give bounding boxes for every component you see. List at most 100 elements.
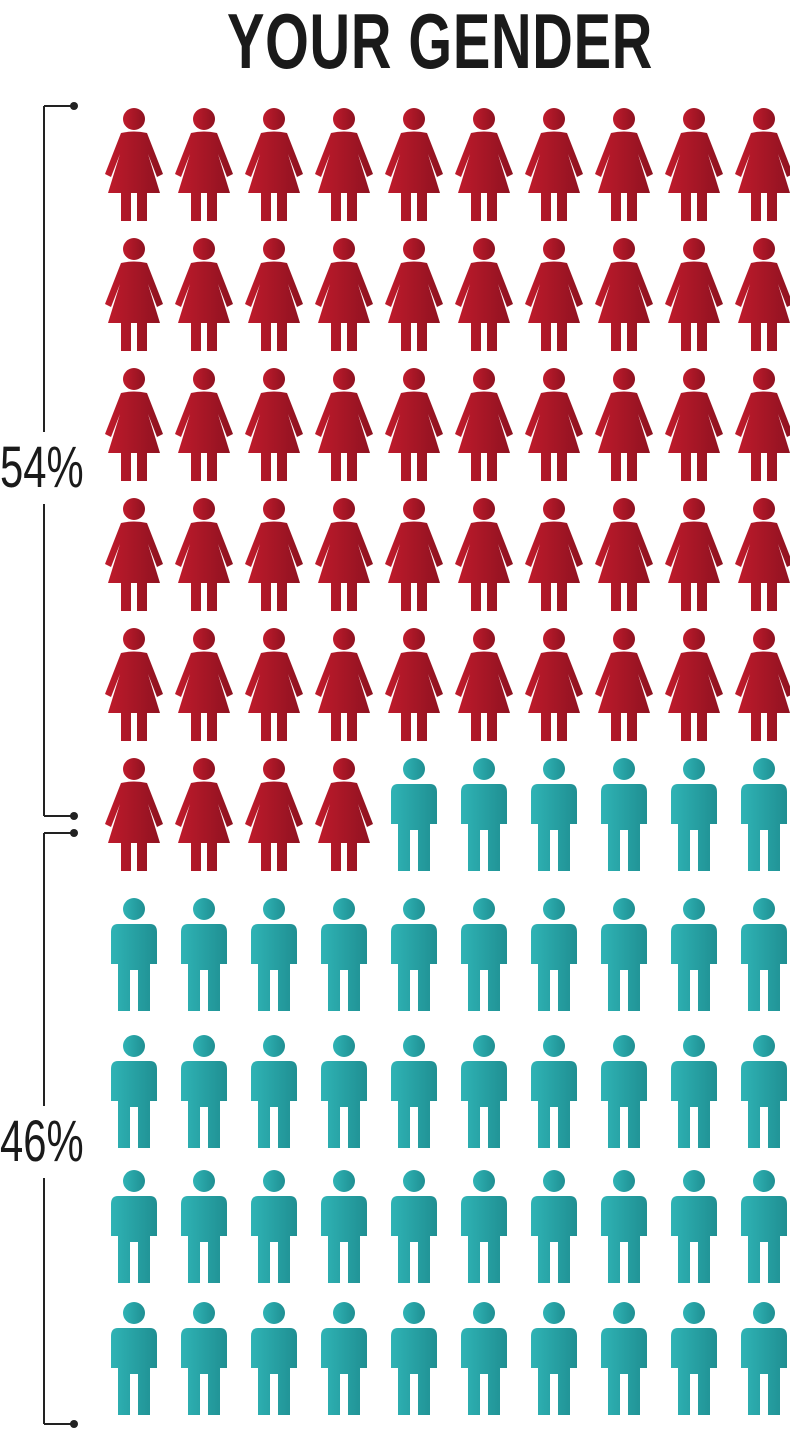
woman-icon xyxy=(385,628,443,741)
woman-icon xyxy=(315,628,373,741)
woman-icon xyxy=(105,238,163,351)
woman-icon xyxy=(455,498,513,611)
man-icon xyxy=(321,1170,367,1283)
men-percent-label: 46% xyxy=(0,1106,87,1178)
man-icon xyxy=(321,1035,367,1148)
woman-icon xyxy=(525,238,583,351)
woman-icon xyxy=(315,368,373,481)
woman-icon xyxy=(175,368,233,481)
man-icon xyxy=(251,1035,297,1148)
man-icon xyxy=(601,898,647,1011)
man-icon xyxy=(181,1302,227,1415)
woman-icon xyxy=(595,108,653,221)
man-icon xyxy=(741,758,787,871)
woman-icon xyxy=(735,108,790,221)
woman-icon xyxy=(245,628,303,741)
man-icon xyxy=(461,1302,507,1415)
woman-icon xyxy=(665,498,723,611)
woman-icon xyxy=(385,108,443,221)
man-icon xyxy=(601,1170,647,1283)
woman-icon xyxy=(455,238,513,351)
man-icon xyxy=(461,898,507,1011)
man-icon xyxy=(601,1035,647,1148)
woman-icon xyxy=(105,628,163,741)
woman-icon xyxy=(245,238,303,351)
woman-icon xyxy=(385,368,443,481)
woman-icon xyxy=(105,498,163,611)
man-icon xyxy=(251,1302,297,1415)
man-icon xyxy=(671,1035,717,1148)
man-icon xyxy=(181,1170,227,1283)
man-icon xyxy=(391,758,437,871)
man-icon xyxy=(671,898,717,1011)
man-icon xyxy=(531,1035,577,1148)
woman-icon xyxy=(665,628,723,741)
woman-icon xyxy=(105,108,163,221)
woman-icon xyxy=(665,108,723,221)
woman-icon xyxy=(175,758,233,871)
woman-icon xyxy=(595,238,653,351)
man-icon xyxy=(531,1302,577,1415)
man-icon xyxy=(531,758,577,871)
man-icon xyxy=(251,1170,297,1283)
man-icon xyxy=(741,1302,787,1415)
woman-icon xyxy=(385,238,443,351)
woman-icon xyxy=(455,628,513,741)
man-icon xyxy=(741,1170,787,1283)
woman-icon xyxy=(525,108,583,221)
man-icon xyxy=(461,758,507,871)
man-icon xyxy=(391,1170,437,1283)
man-icon xyxy=(531,1170,577,1283)
man-icon xyxy=(391,1302,437,1415)
man-icon xyxy=(111,1035,157,1148)
man-icon xyxy=(671,1302,717,1415)
man-icon xyxy=(111,898,157,1011)
man-icon xyxy=(321,1302,367,1415)
man-icon xyxy=(181,1035,227,1148)
woman-icon xyxy=(175,498,233,611)
man-icon xyxy=(461,1170,507,1283)
woman-icon xyxy=(175,238,233,351)
woman-icon xyxy=(245,368,303,481)
woman-icon xyxy=(245,758,303,871)
man-icon xyxy=(391,898,437,1011)
man-icon xyxy=(601,1302,647,1415)
man-icon xyxy=(531,898,577,1011)
man-icon xyxy=(741,898,787,1011)
man-icon xyxy=(601,758,647,871)
woman-icon xyxy=(735,368,790,481)
man-icon xyxy=(181,898,227,1011)
woman-icon xyxy=(455,368,513,481)
woman-icon xyxy=(245,498,303,611)
woman-icon xyxy=(245,108,303,221)
man-icon xyxy=(111,1302,157,1415)
chart-title: YOUR GENDER xyxy=(226,0,654,85)
woman-icon xyxy=(525,498,583,611)
woman-icon xyxy=(525,628,583,741)
woman-icon xyxy=(385,498,443,611)
woman-icon xyxy=(595,628,653,741)
woman-icon xyxy=(315,238,373,351)
woman-icon xyxy=(735,498,790,611)
man-icon xyxy=(671,1170,717,1283)
woman-icon xyxy=(735,238,790,351)
woman-icon xyxy=(105,368,163,481)
woman-icon xyxy=(595,498,653,611)
women-percent-label: 54% xyxy=(0,432,87,504)
man-icon xyxy=(251,898,297,1011)
man-icon xyxy=(111,1170,157,1283)
woman-icon xyxy=(175,108,233,221)
woman-icon xyxy=(525,368,583,481)
man-icon xyxy=(671,758,717,871)
man-icon xyxy=(391,1035,437,1148)
man-icon xyxy=(461,1035,507,1148)
woman-icon xyxy=(315,498,373,611)
man-icon xyxy=(321,898,367,1011)
woman-icon xyxy=(735,628,790,741)
woman-icon xyxy=(315,108,373,221)
woman-icon xyxy=(175,628,233,741)
woman-icon xyxy=(315,758,373,871)
woman-icon xyxy=(455,108,513,221)
